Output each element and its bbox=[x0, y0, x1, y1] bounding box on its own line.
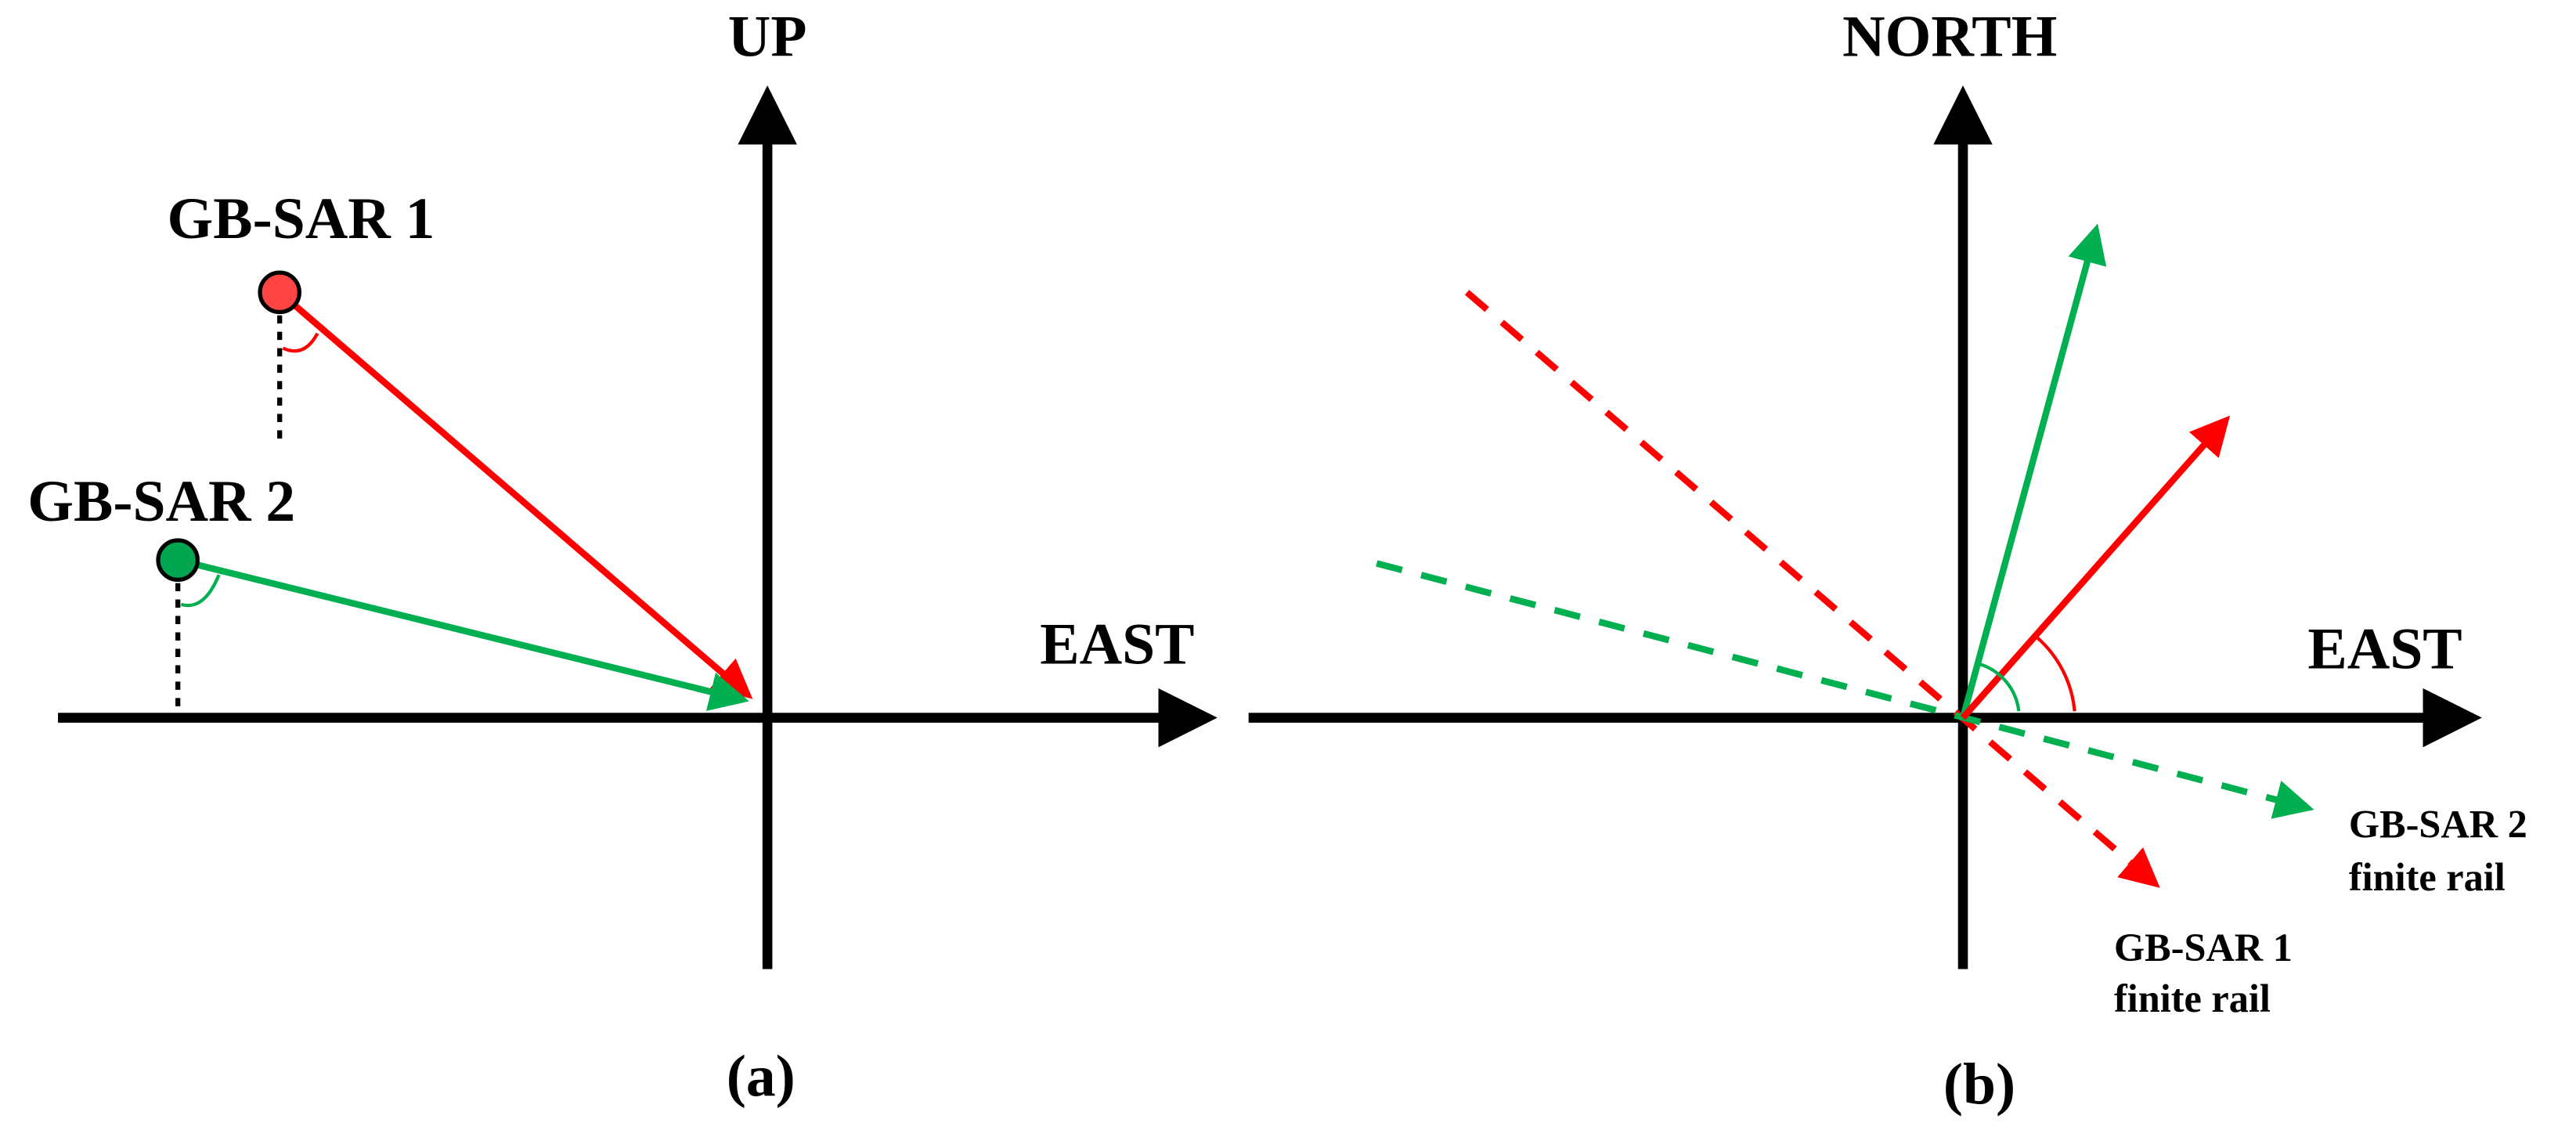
rail-label: finite rail bbox=[2114, 977, 2271, 1020]
angle-arc bbox=[282, 332, 319, 353]
rail-label: GB-SAR 1 bbox=[2114, 926, 2293, 969]
panel-a: UP EAST GB-SAR 1 GB-SAR 2 (a) bbox=[27, 4, 1218, 1109]
axis-label: NORTH bbox=[1842, 4, 2057, 69]
rail-direction bbox=[1464, 290, 2160, 888]
axis-label: EAST bbox=[1040, 612, 1194, 677]
los-arrow bbox=[1960, 415, 2231, 720]
axis-label: UP bbox=[728, 4, 807, 69]
los-arrow bbox=[277, 290, 753, 699]
los-arrow bbox=[177, 557, 749, 711]
sensor bbox=[258, 270, 301, 315]
sensor bbox=[156, 538, 200, 582]
angle-arc bbox=[1977, 662, 2021, 712]
sensor-label: GB-SAR 2 bbox=[27, 469, 295, 534]
sensor-label: GB-SAR 1 bbox=[168, 186, 435, 251]
axis-label: EAST bbox=[2307, 617, 2462, 682]
panel-b: NORTH EAST GB-SAR 2 finite rail GB-SAR 1… bbox=[1248, 4, 2527, 1117]
angle-arc bbox=[2036, 636, 2076, 712]
panel-label: (b) bbox=[1943, 1052, 2015, 1117]
rail-direction bbox=[1376, 560, 2314, 819]
los-arrow bbox=[1959, 223, 2107, 719]
angle-arc bbox=[180, 574, 221, 608]
panel-label: (a) bbox=[727, 1044, 796, 1109]
rail-label: GB-SAR 2 bbox=[2349, 803, 2527, 847]
rail-label: finite rail bbox=[2349, 855, 2506, 899]
